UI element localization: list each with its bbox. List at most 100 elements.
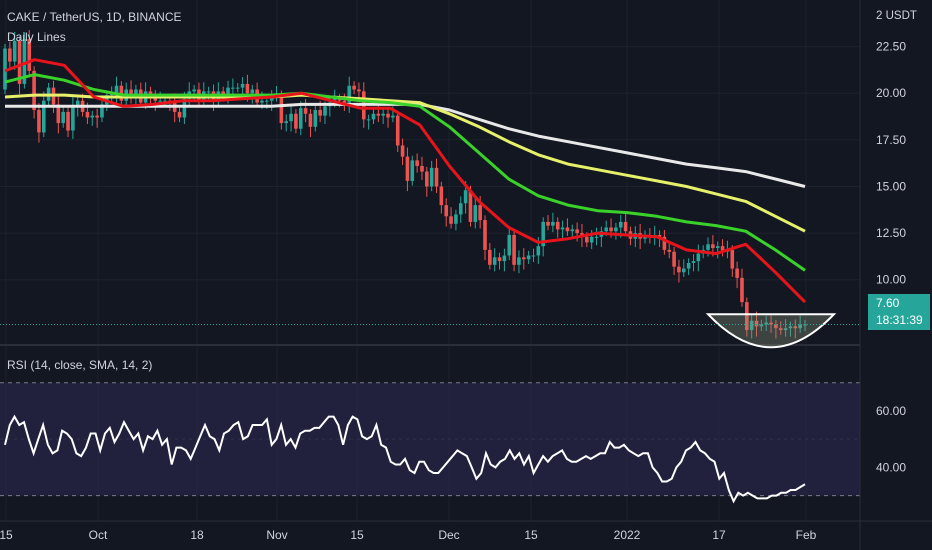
- candle-up: [366, 119, 371, 121]
- candle-up: [158, 100, 162, 102]
- candle-up: [507, 234, 512, 256]
- candle-up: [502, 255, 507, 262]
- candle-down: [129, 89, 133, 96]
- candle-down: [95, 115, 99, 118]
- time-tick-label: Nov: [266, 528, 287, 542]
- price-tick-label: 10.00: [876, 273, 906, 287]
- candle-up: [706, 244, 710, 250]
- candle-down: [575, 229, 579, 234]
- candle-down: [555, 221, 560, 230]
- candle-down: [420, 165, 424, 172]
- candle-up: [313, 110, 318, 127]
- candle-up: [517, 257, 521, 265]
- currency-label[interactable]: 2 USDT: [876, 10, 917, 22]
- symbol-title[interactable]: CAKE / TetherUS, 1D, BINANCE: [7, 10, 182, 24]
- candle-down: [769, 322, 773, 325]
- candle-down: [395, 115, 400, 146]
- time-tick-label: Oct: [89, 528, 108, 542]
- price-tick-label: 15.00: [876, 179, 906, 193]
- candle-up: [12, 41, 17, 62]
- moving-average-line: [4, 73, 806, 272]
- candle-up: [3, 48, 7, 90]
- candle-down: [357, 89, 361, 92]
- time-tick-label: 17: [712, 528, 726, 542]
- candle-down: [294, 113, 298, 129]
- bar-countdown: 18:31:39: [876, 313, 923, 327]
- candle-down: [478, 205, 482, 221]
- candle-down: [793, 326, 798, 329]
- candle-up: [764, 322, 769, 325]
- candle-up: [381, 113, 385, 116]
- candle-down: [66, 111, 70, 131]
- candle-down: [483, 220, 487, 250]
- candle-down: [425, 171, 429, 187]
- time-tick-label: 2022: [614, 528, 641, 542]
- candle-down: [337, 98, 342, 101]
- candle-up: [458, 203, 463, 215]
- candle-up: [41, 100, 46, 133]
- candle-down: [657, 234, 662, 237]
- moving-averages-group: [4, 58, 807, 304]
- candle-down: [376, 113, 381, 116]
- rsi-axis-labels[interactable]: 60.00 40.00: [876, 404, 906, 474]
- rounded-bottom-annotation[interactable]: [705, 313, 837, 349]
- candle-up: [284, 121, 289, 124]
- candle-down: [153, 96, 158, 101]
- time-tick-label: Feb: [796, 528, 817, 542]
- candle-up: [798, 324, 802, 329]
- candle-up: [749, 320, 754, 331]
- price-axis-labels[interactable]: 22.50 20.00 17.50 15.00 12.50 10.00: [876, 40, 906, 287]
- candle-up: [134, 89, 138, 96]
- candle-up: [323, 106, 327, 116]
- candle-up: [551, 221, 555, 226]
- candle-down: [720, 246, 725, 252]
- candle-down: [245, 83, 250, 94]
- candle-down: [405, 156, 410, 181]
- candle-up: [696, 253, 701, 262]
- candle-down: [672, 251, 676, 267]
- candle-up: [391, 115, 395, 118]
- candle-up: [759, 324, 764, 327]
- candle-down: [32, 70, 36, 111]
- candle-up: [90, 115, 95, 118]
- candle-up: [526, 255, 531, 260]
- candle-up: [206, 91, 211, 93]
- moving-average-line: [4, 93, 806, 233]
- candle-down: [512, 234, 516, 265]
- candle-up: [681, 268, 686, 273]
- candle-up: [347, 85, 352, 103]
- candle-down: [27, 39, 32, 71]
- candle-up: [594, 236, 599, 238]
- candle-up: [250, 89, 255, 94]
- candle-down: [585, 236, 589, 243]
- candle-down: [303, 108, 308, 114]
- candle-down: [8, 48, 12, 62]
- rsi-tick-label: 60.00: [876, 404, 906, 418]
- rsi-legend-label[interactable]: RSI (14, close, SMA, 14, 2): [7, 358, 153, 372]
- candle-down: [318, 110, 322, 116]
- last-price-tag: 7.60 18:31:39: [868, 294, 930, 330]
- time-axis-labels[interactable]: 15 Oct 18 Nov 15 Dec 15 2022 17 Feb: [0, 528, 817, 542]
- candle-down: [444, 205, 449, 217]
- candle-up: [163, 100, 167, 102]
- candle-down: [352, 85, 356, 90]
- candle-down: [623, 221, 628, 232]
- price-tick-label: 12.50: [876, 226, 906, 240]
- candle-down: [221, 91, 225, 96]
- candle-up: [289, 113, 293, 122]
- candle-down: [85, 111, 90, 118]
- candle-down: [740, 277, 744, 303]
- rsi-line: [4, 414, 806, 504]
- candle-down: [279, 95, 284, 124]
- candle-up: [269, 96, 274, 101]
- candle-up: [240, 83, 245, 88]
- candle-up: [231, 87, 235, 89]
- candle-up: [570, 229, 575, 232]
- candle-up: [61, 111, 65, 124]
- candle-up: [182, 98, 187, 118]
- candle-up: [371, 113, 376, 120]
- candle-down: [449, 216, 453, 224]
- indicator-label-daily-lines[interactable]: Daily Lines: [7, 30, 66, 44]
- candle-down: [400, 145, 405, 157]
